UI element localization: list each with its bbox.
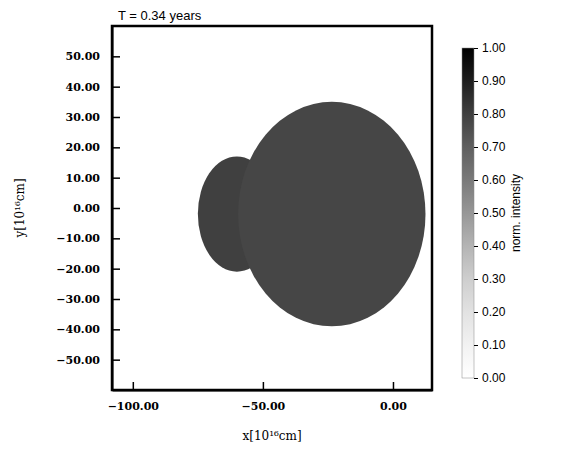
tick-label: 0.60 <box>482 173 506 187</box>
tick-label: −50.00 <box>56 354 100 367</box>
tick-label: 1.00 <box>482 41 506 55</box>
tick: −100.00 <box>108 382 160 413</box>
tick-label: 0.10 <box>482 338 506 352</box>
tick-mark <box>474 345 478 346</box>
tick: −50.00 <box>242 382 286 413</box>
chart: −100.00 −50.00 0.00 50.00 40.00 30.00 20.00 10.… <box>0 0 566 466</box>
plot-frame <box>112 26 432 390</box>
tick: 0.70 <box>474 140 506 154</box>
tick: −10.00 <box>56 232 120 245</box>
tick-mark <box>474 279 478 280</box>
y-axis-title: y[10¹⁶cm] <box>13 178 27 238</box>
tick-label: 40.00 <box>66 81 101 94</box>
tick-label: 0.00 <box>380 400 407 413</box>
tick: 0.60 <box>474 173 506 187</box>
tick: 0.30 <box>474 272 506 286</box>
tick-label: 50.00 <box>66 50 101 63</box>
tick-label: 0.50 <box>482 206 506 220</box>
tick-label: 0.40 <box>482 239 506 253</box>
tick-mark <box>474 180 478 181</box>
tick-label: 0.30 <box>482 272 506 286</box>
x-axis-title: x[10¹⁶cm] <box>242 429 301 443</box>
tick: 0.40 <box>474 239 506 253</box>
tick-mark <box>474 378 478 379</box>
colorbar <box>462 48 474 378</box>
tick: −20.00 <box>56 263 120 276</box>
tick-mark <box>474 114 478 115</box>
tick-mark <box>474 213 478 214</box>
tick: 0.90 <box>474 74 506 88</box>
tick-label: −20.00 <box>56 263 100 276</box>
tick-mark <box>474 246 478 247</box>
colorbar-title: norm. intensity <box>509 174 523 252</box>
x-axis: −100.00 −50.00 0.00 <box>108 382 433 413</box>
tick: −40.00 <box>56 323 120 336</box>
tick-label: 30.00 <box>66 111 101 124</box>
tick: −50.00 <box>56 354 120 367</box>
tick: 0.50 <box>474 206 506 220</box>
tick-mark <box>474 147 478 148</box>
tick-label: −100.00 <box>108 400 160 413</box>
tick-mark <box>474 312 478 313</box>
tick-label: 0.20 <box>482 305 506 319</box>
tick: 1.00 <box>474 41 506 55</box>
title: T = 0.34 years <box>118 8 202 23</box>
tick-label: −40.00 <box>56 323 100 336</box>
tick-label: 0.80 <box>482 107 506 121</box>
tick-label: −30.00 <box>56 293 100 306</box>
tick-label: 0.00 <box>482 371 506 385</box>
intensity-region <box>238 102 425 326</box>
colorbar-axis: 1.00 0.90 0.80 0.70 0.60 0.50 0.40 0.30 0.20 0.10… <box>474 41 506 385</box>
plot-area <box>198 102 426 326</box>
tick-mark <box>474 48 478 49</box>
tick: 0.80 <box>474 107 506 121</box>
tick-label: 0.70 <box>482 140 506 154</box>
tick: 0.00 <box>474 371 506 385</box>
tick-label: 10.00 <box>66 172 101 185</box>
tick-label: 0.90 <box>482 74 506 88</box>
tick: 0.10 <box>474 338 506 352</box>
tick-label: 0.00 <box>73 202 100 215</box>
tick: −30.00 <box>56 293 120 306</box>
y-axis: 50.00 40.00 30.00 20.00 10.00 0.00 −10.00 −20.0… <box>56 27 120 391</box>
tick-label: −50.00 <box>242 400 286 413</box>
tick-mark <box>474 81 478 82</box>
tick: 0.00 <box>380 382 407 413</box>
tick-label: 20.00 <box>66 141 101 154</box>
tick-label: −10.00 <box>56 232 100 245</box>
tick: 0.20 <box>474 305 506 319</box>
